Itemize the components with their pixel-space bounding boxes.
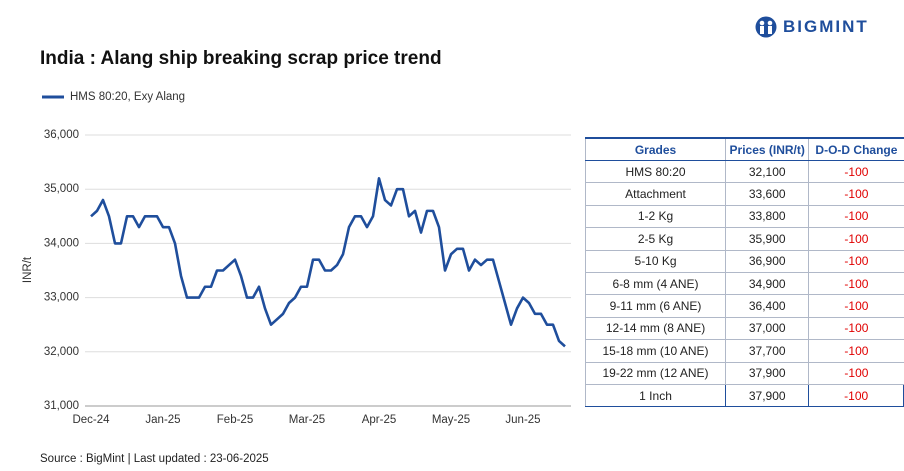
- y-tick-label: 34,000: [44, 237, 79, 249]
- chart-title: India : Alang ship breaking scrap price …: [40, 48, 442, 69]
- table-header: D-O-D Change: [808, 137, 904, 161]
- table-cell: 6-8 mm (4 ANE): [584, 272, 726, 296]
- x-tick-label: Dec-24: [72, 414, 110, 426]
- table-row: 6-8 mm (4 ANE) 34,900 -100: [584, 272, 904, 296]
- table-cell: 33,600: [725, 182, 809, 206]
- table-cell: 9-11 mm (6 ANE): [584, 294, 726, 318]
- x-tick-label: Apr-25: [362, 414, 397, 426]
- chart: INR/t 31,000 32,000 33,000 34,000 35,000 36,0…: [22, 91, 571, 426]
- y-tick-label: 31,000: [44, 400, 79, 412]
- x-tick-label: Feb-25: [217, 414, 253, 426]
- table-header-row: Grades Prices (INR/t) D-O-D Change: [584, 137, 904, 161]
- legend-label: HMS 80:20, Exy Alang: [70, 91, 185, 103]
- table-cell: 37,900: [725, 362, 809, 385]
- table-cell: 19-22 mm (12 ANE): [584, 362, 726, 385]
- table-cell: 2-5 Kg: [584, 227, 726, 251]
- price-table: Grades Prices (INR/t) D-O-D Change HMS 80:2…: [584, 137, 904, 408]
- table-row: 1-2 Kg 33,800 -100: [584, 205, 904, 229]
- table-header: Grades: [584, 137, 726, 161]
- table-row: 9-11 mm (6 ANE) 36,400 -100: [584, 294, 904, 318]
- table-cell: 5-10 Kg: [584, 250, 726, 273]
- table-row: 1 Inch 37,900 -100: [584, 383, 904, 408]
- table-row: 19-22 mm (12 ANE) 37,900 -100: [584, 362, 904, 385]
- logo-icon: [755, 16, 777, 38]
- table-cell: -100: [808, 362, 904, 385]
- table-cell: 34,900: [725, 272, 809, 296]
- table-cell: -100: [808, 294, 904, 318]
- table-cell: 36,900: [725, 250, 809, 273]
- table-cell: 1-2 Kg: [584, 205, 726, 229]
- table-cell: 37,900: [725, 383, 810, 408]
- table-row: 12-14 mm (8 ANE) 37,000 -100: [584, 317, 904, 341]
- table-row: HMS 80:20 32,100 -100: [584, 160, 904, 184]
- table-cell: -100: [808, 182, 904, 206]
- x-tick-label: Jan-25: [145, 414, 180, 426]
- table-row: 2-5 Kg 35,900 -100: [584, 227, 904, 251]
- x-tick-label: Jun-25: [505, 414, 540, 426]
- table-cell: 33,800: [725, 205, 809, 229]
- table-cell: 32,100: [725, 160, 809, 184]
- table-cell: -100: [808, 205, 904, 229]
- table-cell: 1 Inch: [584, 383, 727, 408]
- table-cell: -100: [808, 339, 904, 363]
- table-cell: 15-18 mm (10 ANE): [584, 339, 726, 363]
- y-tick-label: 36,000: [44, 129, 79, 141]
- x-tick-label: Mar-25: [289, 414, 325, 426]
- table-cell: -100: [808, 250, 904, 273]
- x-tick-label: May-25: [432, 414, 470, 426]
- table-row: 5-10 Kg 36,900 -100: [584, 250, 904, 273]
- table-cell: -100: [808, 227, 904, 251]
- table-cell: 37,700: [725, 339, 809, 363]
- table-row: 15-18 mm (10 ANE) 37,700 -100: [584, 339, 904, 363]
- y-axis-label: INR/t: [22, 256, 34, 283]
- table-cell: Attachment: [584, 182, 726, 206]
- table-cell: -100: [808, 317, 904, 341]
- table-row: Attachment 33,600 -100: [584, 182, 904, 206]
- table-cell: HMS 80:20: [584, 160, 726, 184]
- table-cell: 12-14 mm (8 ANE): [584, 317, 726, 341]
- brand: BIGMINT: [783, 17, 869, 36]
- table-cell: -100: [808, 383, 904, 408]
- table-cell: 37,000: [725, 317, 809, 341]
- table-cell: -100: [808, 272, 904, 296]
- y-tick-label: 33,000: [44, 292, 79, 304]
- table-header: Prices (INR/t): [725, 137, 809, 161]
- y-tick-label: 35,000: [44, 183, 79, 195]
- table-cell: 36,400: [725, 294, 809, 318]
- table-cell: 35,900: [725, 227, 809, 251]
- table-cell: -100: [808, 160, 904, 184]
- y-tick-label: 32,000: [44, 346, 79, 358]
- source: Source : BigMint | Last updated : 23-06-…: [40, 453, 269, 465]
- data-line: [90, 177, 566, 348]
